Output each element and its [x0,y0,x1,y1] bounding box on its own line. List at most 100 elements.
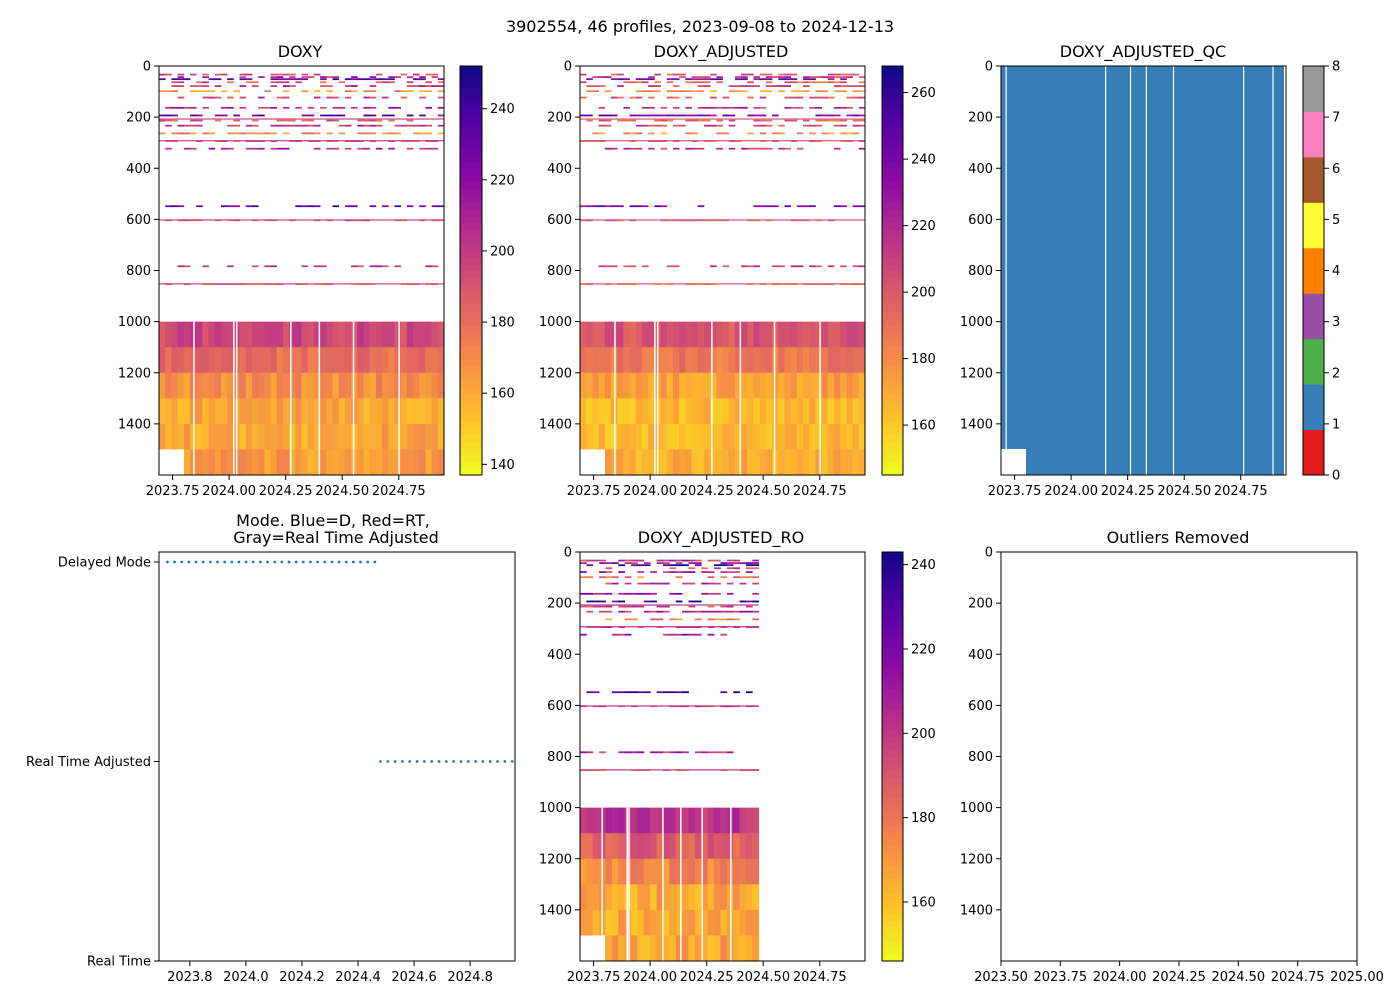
doxy-adjusted-cell [672,78,680,81]
doxy-adjusted-cell [580,423,587,450]
doxy-adjusted-cell [685,81,692,84]
doxy-adjusted-colorbar-segment [882,290,903,299]
doxy-cell [375,73,383,76]
doxy-adjusted-ro-colorbar-segment [882,640,903,649]
doxy-adjusted-ro-cell [714,807,721,834]
doxy-adjusted-cell [722,265,730,268]
doxy-adjusted-ro-cell [688,610,696,613]
doxy-adjusted-ro-colorbar-segment [882,661,903,669]
doxy-adjusted-ro-cell [618,633,626,636]
doxy-adjusted-ro-cell [745,833,753,860]
doxy-cell [332,449,340,476]
doxy-adjusted-qc-ytick-label: 800 [968,264,993,279]
doxy-ytick-label: 1400 [118,417,151,432]
doxy-adjusted-cell [827,81,835,84]
doxy-cell [245,147,253,150]
doxy-cell [375,265,383,268]
doxy-adjusted-title: DOXY_ADJUSTED [654,42,789,62]
doxy-adjusted-cell [716,106,723,109]
doxy-adjusted-ro-cell [662,807,670,834]
doxy-cell [196,85,203,87]
doxy-adjusted-cell [803,124,810,127]
doxy-adjusted-xtick-label: 2024.00 [623,484,677,499]
doxy-adjusted-ro-cell [662,691,670,694]
doxy-cell [282,81,290,84]
doxy-cell [320,449,327,476]
doxy-adjusted-cell [610,78,618,81]
doxy-adjusted-cell [852,73,860,76]
mode-point [386,760,390,763]
doxy-adjusted-cell [716,132,723,135]
doxy-adjusted-ro-cell [669,571,677,573]
doxy-adjusted-qc-colorbar-segment [1303,338,1324,385]
doxy-adjusted-ro-cell [643,582,651,585]
doxy-adjusted-cell [691,76,699,79]
doxy-cell [394,90,402,93]
doxy-adjusted-cell [765,321,773,348]
doxy-cell [171,119,178,122]
doxy-adjusted-ro-band [580,769,759,771]
doxy-adjusted-cell [765,449,773,476]
doxy-adjusted-cell [796,96,804,99]
doxy-adjusted-cell [821,132,829,135]
doxy-adjusted-ro-cell [688,600,696,603]
doxy-adjusted-ro-cell [624,582,632,585]
doxy-cell [382,78,389,81]
mode-point [466,760,470,763]
doxy-adjusted-cell [722,449,730,476]
doxy-colorbar-segment [460,113,482,122]
doxy-adjusted-cell [685,90,692,93]
doxy-adjusted-ro-cell [650,582,657,585]
doxy-adjusted-cell [765,76,773,79]
doxy-colorbar-segment [460,400,482,408]
doxy-adjusted-ro-cell [739,562,747,565]
doxy-adjusted-cell [703,124,711,127]
doxy-cell [208,78,216,81]
doxy-adjusted-cell [858,85,866,87]
doxy-cell [202,106,209,109]
doxy-cell [425,124,433,127]
doxy-cell [177,73,185,76]
doxy-adjusted-cell [778,321,785,348]
doxy-adjusted-ro-cell [720,751,728,754]
doxy-adjusted-cell [592,90,599,93]
doxy-cell [344,449,352,476]
outliers-ytick-label: 1400 [960,903,993,918]
doxy-cell [419,372,426,399]
doxy-adjusted-ro-cell [669,567,677,570]
doxy-adjusted-cell [617,78,624,81]
doxy-adjusted-cell [803,321,810,348]
doxy-adjusted-cell [592,398,599,425]
doxy-adjusted-ro-cell [733,833,740,860]
doxy-adjusted-ro-cell [611,935,619,962]
doxy-adjusted-cell [834,147,841,150]
doxy-adjusted-ro-colorbar-segment [882,879,903,887]
doxy-adjusted-ro-colorbar-segment [882,620,903,628]
doxy-adjusted-cell [759,78,767,81]
doxy-adjusted-cell [648,85,655,87]
doxy-adjusted-cell [654,90,661,93]
doxy-adjusted-ro-cell [739,858,747,885]
doxy-adjusted-ro-cell [682,564,689,567]
doxy-adjusted-ro-cell [586,610,594,613]
doxy-cell [382,423,389,450]
doxy-cell [351,205,358,208]
doxy-adjusted-colorbar-segment [882,270,903,278]
doxy-adjusted-ro-cell [650,618,657,621]
doxy-adjusted-cell [827,372,835,399]
doxy-cell [245,78,253,81]
doxy-adjusted-cell [815,321,823,348]
doxy-adjusted-cell [728,147,736,150]
doxy-colorbar-segment [460,270,482,278]
doxy-adjusted-ro-cell [739,610,747,613]
doxy-xtick-label: 2023.75 [146,484,200,499]
doxy-cell [227,347,234,374]
doxy-adjusted-ytick-label: 1200 [539,366,572,381]
outliers-xtick-label: 2024.50 [1211,970,1265,985]
doxy-adjusted-cell [765,81,773,84]
doxy-cell [165,124,172,127]
doxy-cell [388,147,395,150]
doxy-cell [295,449,302,476]
doxy-adjusted-ro-cell [694,559,702,562]
doxy-cell [214,423,222,450]
